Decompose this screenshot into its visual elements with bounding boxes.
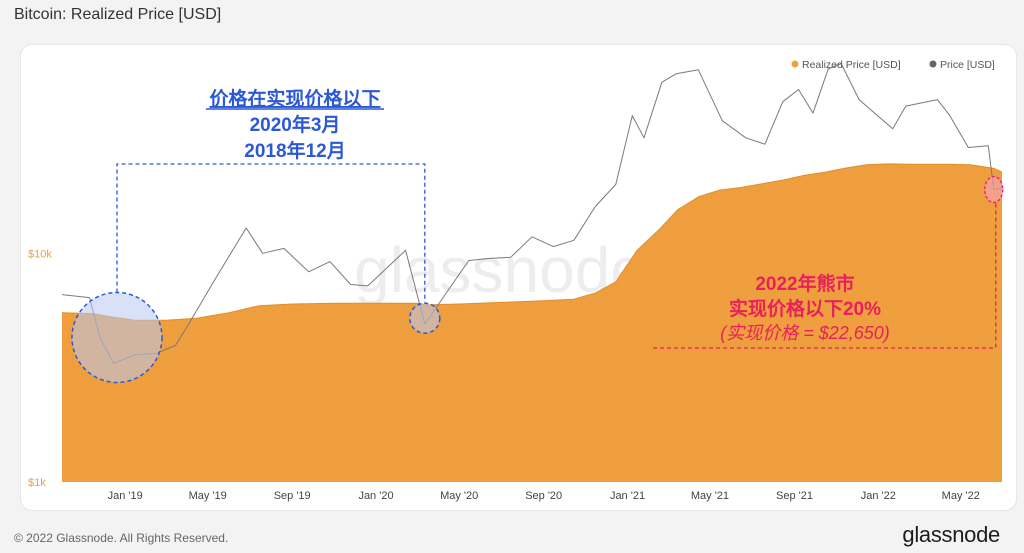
pink-annotation-line2: 实现价格以下20%	[729, 297, 881, 320]
legend-marker-price	[929, 60, 937, 68]
pink-annotation-line3: (实现价格 = $22,650)	[720, 323, 890, 343]
x-tick-label: Jan '22	[861, 490, 896, 502]
legend-label-price: Price [USD]	[940, 59, 995, 71]
blue-annotation-line1: 价格在实现价格以下	[209, 87, 380, 110]
copyright-text: © 2022 Glassnode. All Rights Reserved.	[14, 531, 229, 545]
blue-annotation-line3: 2018年12月	[244, 139, 345, 162]
x-tick-label: May '19	[189, 490, 227, 502]
realized-price-area	[62, 163, 1002, 482]
y-tick-label: $10k	[28, 248, 52, 260]
highlight-circle-mar-2020	[409, 302, 441, 334]
highlight-circle-jun-2022	[984, 175, 1004, 204]
x-tick-label: May '22	[942, 490, 980, 502]
x-tick-label: Jan '19	[108, 490, 143, 502]
chart-title: Bitcoin: Realized Price [USD]	[14, 6, 222, 23]
x-tick-label: Sep '20	[525, 490, 562, 502]
realized-price-line	[61, 163, 1003, 321]
y-tick-label: $1k	[28, 477, 46, 489]
x-tick-label: May '20	[440, 490, 478, 502]
brand-logo-text: glassnode	[902, 522, 1000, 547]
legend-marker-realized	[791, 60, 799, 68]
x-tick-label: Sep '19	[274, 490, 311, 502]
x-tick-label: May '21	[691, 490, 729, 502]
x-tick-label: Sep '21	[776, 490, 813, 502]
blue-bracket	[116, 163, 426, 303]
highlight-circle-dec-2018	[71, 291, 163, 384]
price-line	[61, 63, 1003, 364]
x-tick-label: Jan '20	[358, 490, 393, 502]
pink-annotation-line1: 2022年熊市	[755, 272, 854, 295]
blue-annotation-line2: 2020年3月	[250, 113, 341, 136]
x-tick-label: Jan '21	[610, 490, 645, 502]
legend-label-realized: Realized Price [USD]	[802, 59, 901, 71]
